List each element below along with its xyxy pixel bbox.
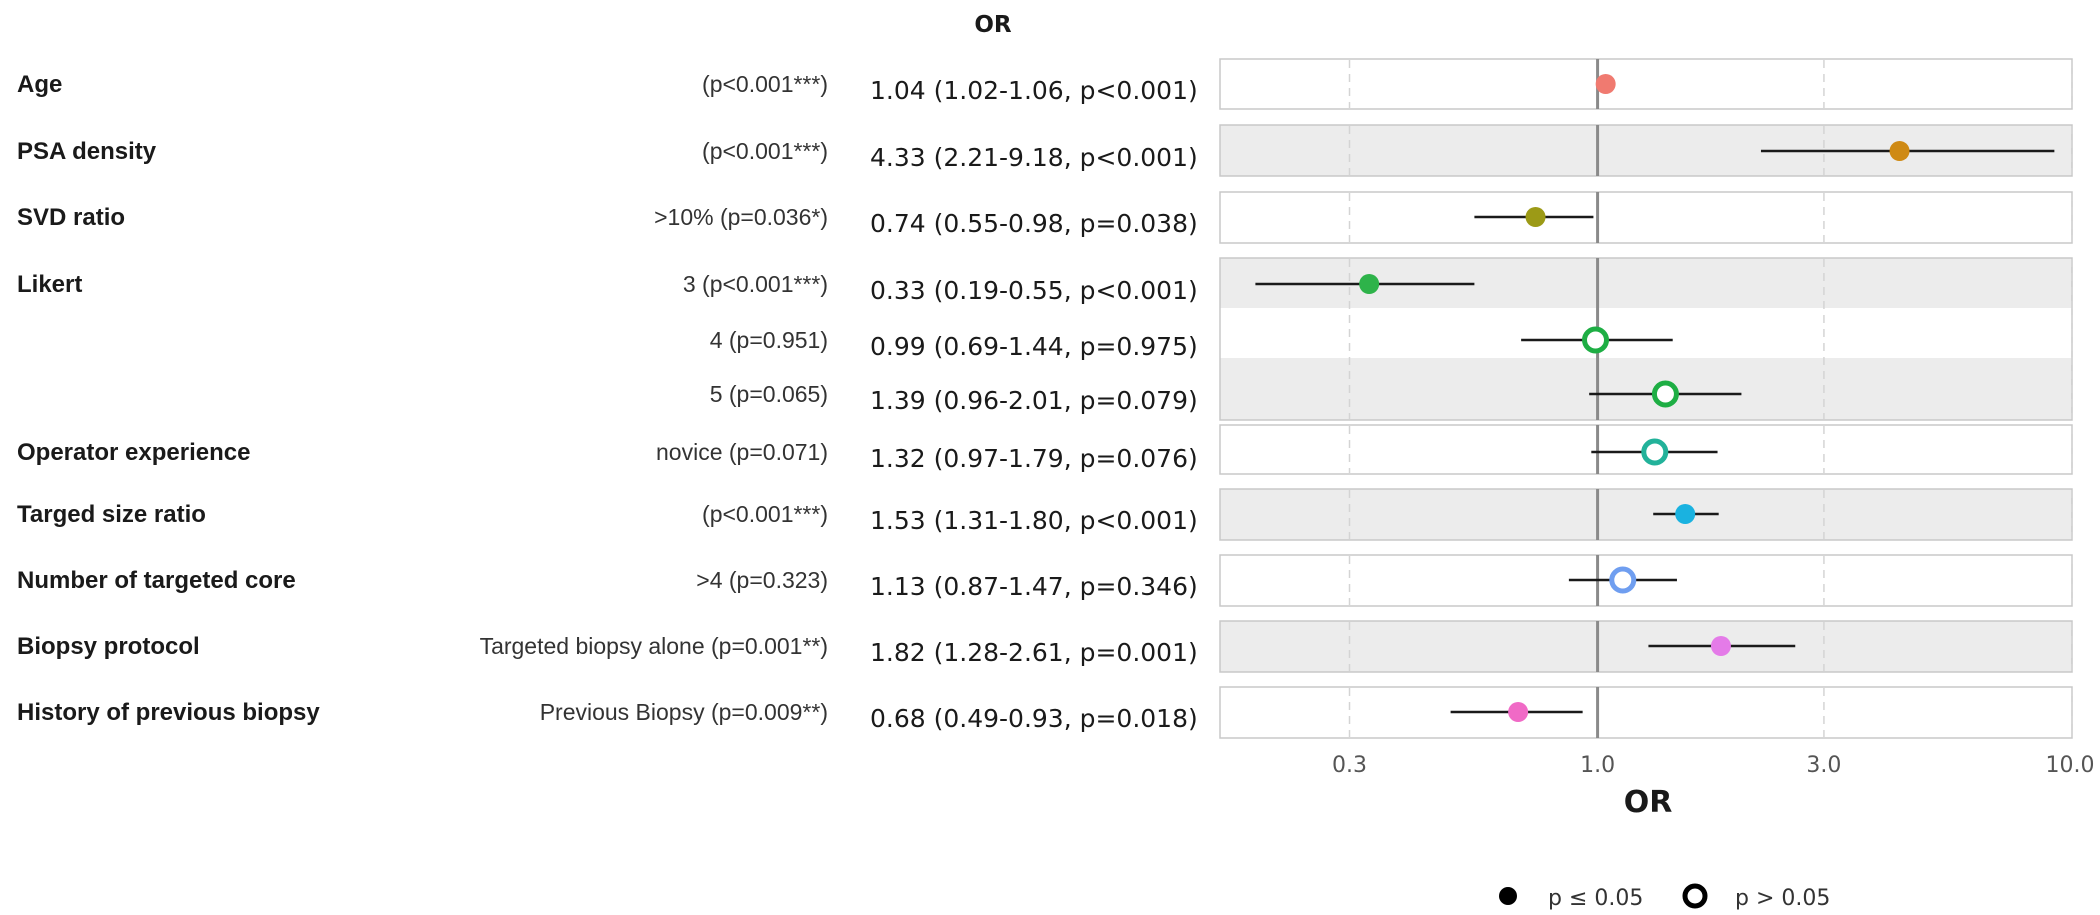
point-estimate-open [1609,566,1637,594]
variable-label: History of previous biopsy [17,699,320,726]
x-tick-label: 0.3 [1332,753,1367,778]
x-tick-label: 3.0 [1806,753,1841,778]
or-value-text: 1.32 (0.97-1.79, p=0.076) [870,444,1198,473]
point-estimate-filled [1508,702,1529,722]
legend-filled-label: p ≤ 0.05 [1548,886,1643,911]
or-value-text: 1.04 (1.02-1.06, p<0.001) [870,76,1198,105]
point-estimate-open [1641,438,1669,466]
level-label: >10% (p=0.036*) [654,204,828,230]
variable-label: Operator experience [17,439,250,466]
or-column-header: OR [974,12,1012,38]
point-estimate-filled [1675,504,1696,524]
row-band [1219,488,2073,541]
variable-label: Biopsy protocol [17,633,200,660]
x-axis: 0.3 1.0 3.0 10.0 [1332,753,2094,778]
level-label: (p<0.001***) [702,71,828,97]
legend-open-marker [1682,883,1708,909]
variable-label: Number of targeted core [17,567,296,594]
level-label: 5 (p=0.065) [710,381,828,407]
legend: p ≤ 0.05 p > 0.05 [1499,883,1830,911]
or-value-text: 4.33 (2.21-9.18, p<0.001) [870,143,1198,172]
or-value-text: 0.74 (0.55-0.98, p=0.038) [870,209,1198,238]
row-band [1219,620,2073,673]
or-value-text: 0.33 (0.19-0.55, p<0.001) [870,276,1198,305]
point-estimate-filled [1525,207,1546,227]
row-bands [1219,58,2073,739]
point-estimate-open [1582,326,1610,354]
variable-label: Age [17,71,62,98]
row-band [1219,191,2073,244]
row-labels: Age (p<0.001***) 1.04 (1.02-1.06, p<0.001)… [17,71,1198,733]
variable-label: PSA density [17,138,157,165]
variable-label: SVD ratio [17,204,125,231]
point-estimate-filled [1595,74,1616,94]
or-value-text: 1.13 (0.87-1.47, p=0.346) [870,572,1198,601]
or-value-text: 1.82 (1.28-2.61, p=0.001) [870,638,1198,667]
x-tick-label: 1.0 [1580,753,1615,778]
level-label: novice (p=0.071) [656,439,828,465]
row-band-shade [1220,358,2072,420]
estimate-marks [1255,74,2055,722]
x-tick-label: 10.0 [2046,753,2095,778]
level-label: 3 (p<0.001***) [683,271,828,297]
point-estimate-open [1651,380,1679,408]
or-value-text: 0.99 (0.69-1.44, p=0.975) [870,332,1198,361]
x-axis-title: OR [1624,785,1673,820]
point-estimate-filled [1359,274,1380,294]
variable-label: Likert [17,271,82,298]
level-label: 4 (p=0.951) [710,327,828,353]
point-estimate-filled [1889,141,1910,161]
row-band [1219,686,2073,739]
row-band [1219,58,2073,110]
or-value-text: 1.39 (0.96-2.01, p=0.079) [870,386,1198,415]
level-label: >4 (p=0.323) [696,567,828,593]
level-label: (p<0.001***) [702,138,828,164]
level-label: Previous Biopsy (p=0.009**) [540,699,828,725]
legend-filled-marker [1499,887,1517,905]
or-value-text: 0.68 (0.49-0.93, p=0.018) [870,704,1198,733]
level-label: Targeted biopsy alone (p=0.001**) [480,633,828,659]
row-band-border [1219,257,2073,421]
level-label: (p<0.001***) [702,501,828,527]
or-value-text: 1.53 (1.31-1.80, p<0.001) [870,506,1198,535]
legend-open-label: p > 0.05 [1735,886,1830,911]
point-estimate-filled [1710,636,1731,656]
variable-label: Targed size ratio [17,501,206,528]
